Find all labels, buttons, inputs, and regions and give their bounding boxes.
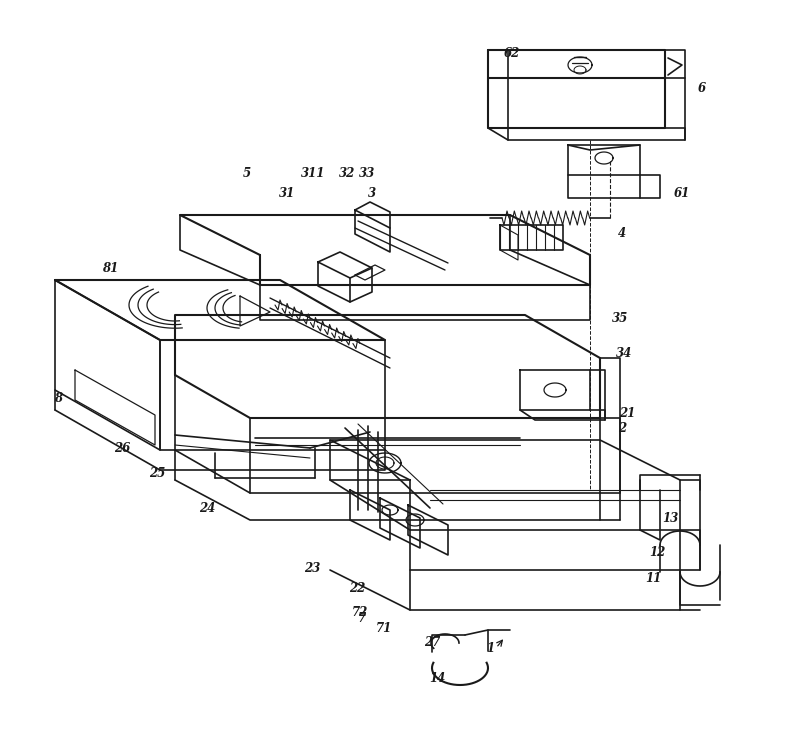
- Text: 25: 25: [149, 467, 165, 479]
- Text: 311: 311: [301, 166, 325, 180]
- Text: 26: 26: [114, 441, 130, 455]
- Text: 13: 13: [662, 511, 678, 525]
- Text: 32: 32: [339, 166, 355, 180]
- Text: 5: 5: [243, 166, 251, 180]
- Text: 81: 81: [102, 261, 118, 275]
- Text: 35: 35: [612, 312, 628, 324]
- Text: 6: 6: [698, 82, 706, 94]
- Text: 8: 8: [54, 392, 62, 404]
- Text: 3: 3: [368, 186, 376, 200]
- Text: 21: 21: [619, 407, 635, 419]
- Text: 7: 7: [358, 611, 366, 625]
- Text: 61: 61: [674, 186, 690, 200]
- Text: 11: 11: [645, 571, 661, 585]
- Text: 34: 34: [616, 347, 632, 360]
- Text: 72: 72: [352, 606, 368, 620]
- Text: 71: 71: [376, 622, 392, 634]
- Text: 4: 4: [618, 226, 626, 240]
- Text: 27: 27: [424, 637, 440, 649]
- Text: 2: 2: [618, 421, 626, 435]
- Text: 22: 22: [349, 582, 365, 594]
- Text: 31: 31: [279, 186, 295, 200]
- Text: 23: 23: [304, 562, 320, 574]
- Text: 33: 33: [359, 166, 375, 180]
- Text: 1: 1: [486, 642, 494, 654]
- Text: 14: 14: [429, 672, 445, 685]
- Text: 24: 24: [199, 502, 215, 514]
- Text: 62: 62: [504, 47, 520, 59]
- Text: 12: 12: [649, 547, 665, 559]
